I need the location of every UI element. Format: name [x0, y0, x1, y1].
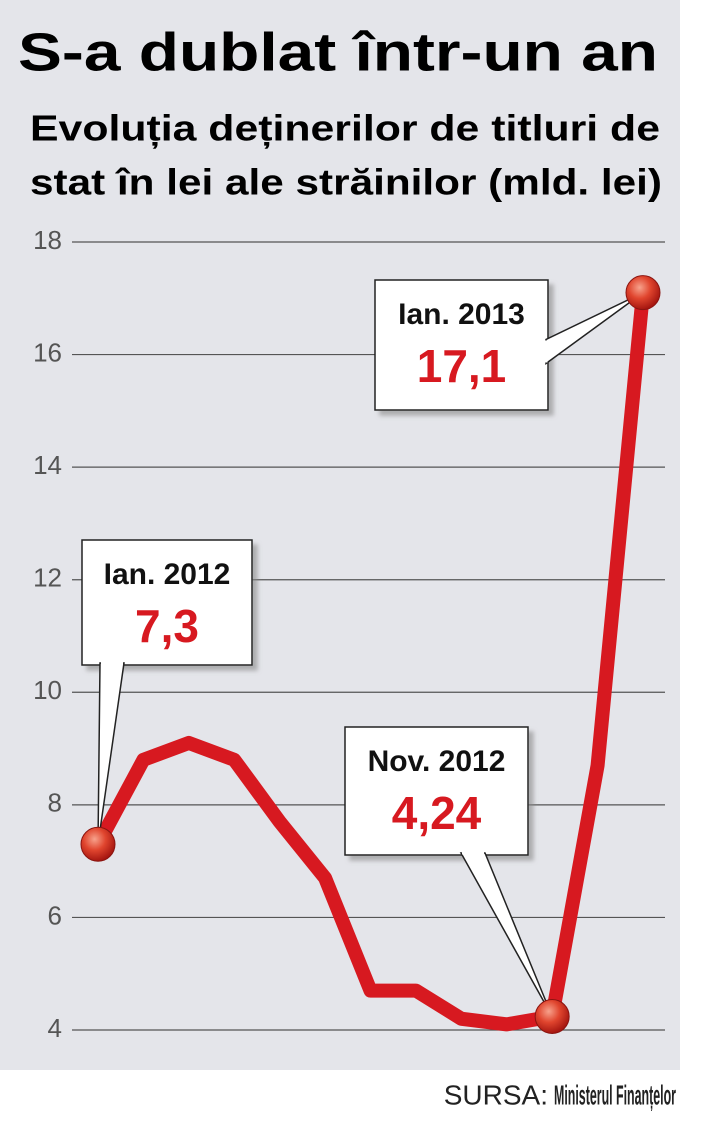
value-label: 17,1: [417, 340, 507, 392]
y-tick-label: 6: [48, 900, 62, 930]
source: Ministerul Finanțelor: [554, 1079, 676, 1110]
value-label: 4,24: [392, 787, 482, 839]
callout-date: Ian. 2013: [398, 298, 525, 331]
point: [80, 826, 116, 862]
y-tick-label: 12: [33, 563, 62, 593]
chart-title: S-a dublat într-un an: [18, 22, 658, 82]
y-tick-label: 16: [33, 337, 62, 367]
source-label: SURSA:: [444, 1079, 548, 1110]
point: [625, 275, 661, 311]
callout-date: Ian. 2012: [104, 558, 231, 591]
callout-date: Nov. 2012: [368, 745, 506, 778]
y-tick-label: 18: [33, 225, 62, 255]
y-tick-label: 10: [33, 675, 62, 705]
y-tick-label: 4: [48, 1013, 62, 1043]
point: [534, 998, 570, 1034]
value-label: 7,3: [135, 600, 199, 652]
chart-subtitle: Evoluția deținerilor de titluri de: [30, 108, 660, 150]
callout-box: [81, 539, 253, 666]
y-tick-label: 14: [33, 450, 62, 480]
chart-subtitle: stat în lei ale străinilor (mld. lei): [30, 162, 662, 203]
y-tick-label: 8: [48, 788, 62, 818]
panel: [0, 0, 680, 1070]
callout-box: [344, 726, 529, 856]
callout-box: [374, 279, 549, 411]
